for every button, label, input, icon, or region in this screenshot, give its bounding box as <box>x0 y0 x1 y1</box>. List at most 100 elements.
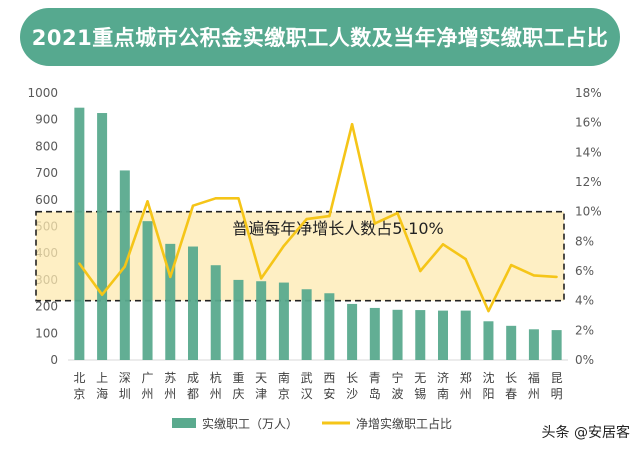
x-tick-label: 福 <box>528 370 540 385</box>
line-point <box>100 293 104 296</box>
chart-title: 2021重点城市公积金实缴职工人数及当年净增实缴职工占比 <box>31 26 609 50</box>
x-tick-label: 波 <box>392 387 404 401</box>
x-tick-label: 明 <box>551 387 563 401</box>
line-point <box>259 277 263 280</box>
bar <box>483 321 494 360</box>
bar <box>210 265 221 360</box>
x-tick-label: 长 <box>346 371 358 385</box>
bar <box>415 310 426 360</box>
line-point <box>214 197 217 200</box>
bar <box>528 329 539 360</box>
bar <box>551 330 562 360</box>
x-tick-label: 青 <box>369 371 381 385</box>
line-series <box>78 122 557 313</box>
bar <box>74 107 85 360</box>
x-tick-label: 苏 <box>164 371 176 385</box>
x-tick-label: 沙 <box>346 387 358 401</box>
x-tick-label: 南 <box>437 386 449 401</box>
line-point <box>350 122 354 126</box>
x-tick-label: 京 <box>278 387 290 401</box>
x-tick-label: 重 <box>232 371 244 385</box>
x-tick-label: 州 <box>164 387 176 401</box>
bar <box>324 293 335 360</box>
legend-label: 实缴职工（万人） <box>202 416 298 431</box>
line-point <box>78 262 81 265</box>
line-point <box>396 211 399 215</box>
bar <box>256 281 267 360</box>
x-tick-label: 庆 <box>232 387 244 401</box>
y-left-tick-label: 900 <box>35 113 58 127</box>
x-tick-label: 南 <box>278 370 290 385</box>
x-tick-label: 锡 <box>414 386 426 401</box>
x-tick-label: 州 <box>142 387 154 401</box>
x-tick-label: 州 <box>210 387 222 401</box>
x-tick-label: 阳 <box>482 387 494 401</box>
y-left-tick-label: 800 <box>35 139 58 153</box>
bar <box>142 221 153 360</box>
x-tick-label: 宁 <box>392 370 404 385</box>
x-tick-label: 北 <box>73 371 85 385</box>
y-left-tick-label: 1000 <box>27 86 58 100</box>
line-point <box>532 274 536 277</box>
y-right-tick-label: 6% <box>575 264 594 278</box>
x-tick-label: 春 <box>505 387 517 401</box>
x-tick-label: 汉 <box>301 387 313 401</box>
x-tick-label: 京 <box>73 387 85 401</box>
y-right-tick-label: 0% <box>575 353 594 367</box>
x-tick-label: 上 <box>96 371 108 385</box>
y-left-tick-label: 200 <box>35 300 58 314</box>
x-tick-label: 昆 <box>551 371 563 385</box>
x-tick-label: 成 <box>187 371 199 385</box>
bar <box>460 310 471 360</box>
bar <box>506 325 517 360</box>
y-right-tick-label: 12% <box>575 175 602 189</box>
line-point <box>509 263 513 267</box>
x-tick-label: 广 <box>142 371 154 385</box>
bar <box>369 307 380 360</box>
x-tick-label: 天 <box>255 371 267 385</box>
y-left-tick-label: 700 <box>35 166 58 180</box>
annotation-text: 普遍每年净增长人数占5-10% <box>232 219 444 238</box>
line-point <box>146 200 149 203</box>
line-point <box>123 265 127 268</box>
x-tick-label: 岛 <box>369 386 381 401</box>
x-tick-label: 州 <box>460 387 472 401</box>
x-tick-label: 长 <box>505 371 517 385</box>
bar <box>188 246 198 360</box>
line-point <box>191 204 195 207</box>
y-right-tick-label: 10% <box>575 205 602 219</box>
line-point <box>419 269 422 273</box>
bar <box>97 113 108 361</box>
bar <box>301 289 312 360</box>
x-tick-label: 武 <box>301 371 313 385</box>
line-point <box>373 222 377 225</box>
bar <box>392 309 403 360</box>
x-tick-label: 无 <box>414 371 426 385</box>
x-tick-label: 海 <box>96 386 108 401</box>
x-tick-label: 杭 <box>210 370 222 385</box>
x-tick-label: 济 <box>437 370 449 385</box>
bar <box>165 243 176 360</box>
line-point <box>305 217 308 221</box>
x-tick-label: 郑 <box>460 370 472 385</box>
y-right-tick-label: 18% <box>575 86 602 100</box>
y-left-tick-label: 600 <box>35 193 58 207</box>
line-point <box>282 244 286 247</box>
x-tick-label: 津 <box>255 387 267 401</box>
y-left-tick-label: 0 <box>50 353 58 367</box>
line-point <box>555 275 558 279</box>
chart-title-banner: 2021重点城市公积金实缴职工人数及当年净增实缴职工占比 <box>20 8 620 66</box>
legend-label: 净增实缴职工占比 <box>356 416 452 431</box>
x-tick-label: 圳 <box>119 387 131 401</box>
x-tick-label: 州 <box>528 387 540 401</box>
x-tick-label: 沈 <box>482 370 494 385</box>
bar <box>438 310 448 360</box>
x-tick-label: 安 <box>323 386 335 401</box>
x-tick-label: 都 <box>187 387 199 401</box>
y-right-tick-label: 14% <box>575 145 602 159</box>
y-right-tick-label: 4% <box>575 294 594 308</box>
y-left-tick-label: 100 <box>35 326 58 340</box>
line-point <box>487 309 490 313</box>
y-right-tick-label: 8% <box>575 234 594 248</box>
